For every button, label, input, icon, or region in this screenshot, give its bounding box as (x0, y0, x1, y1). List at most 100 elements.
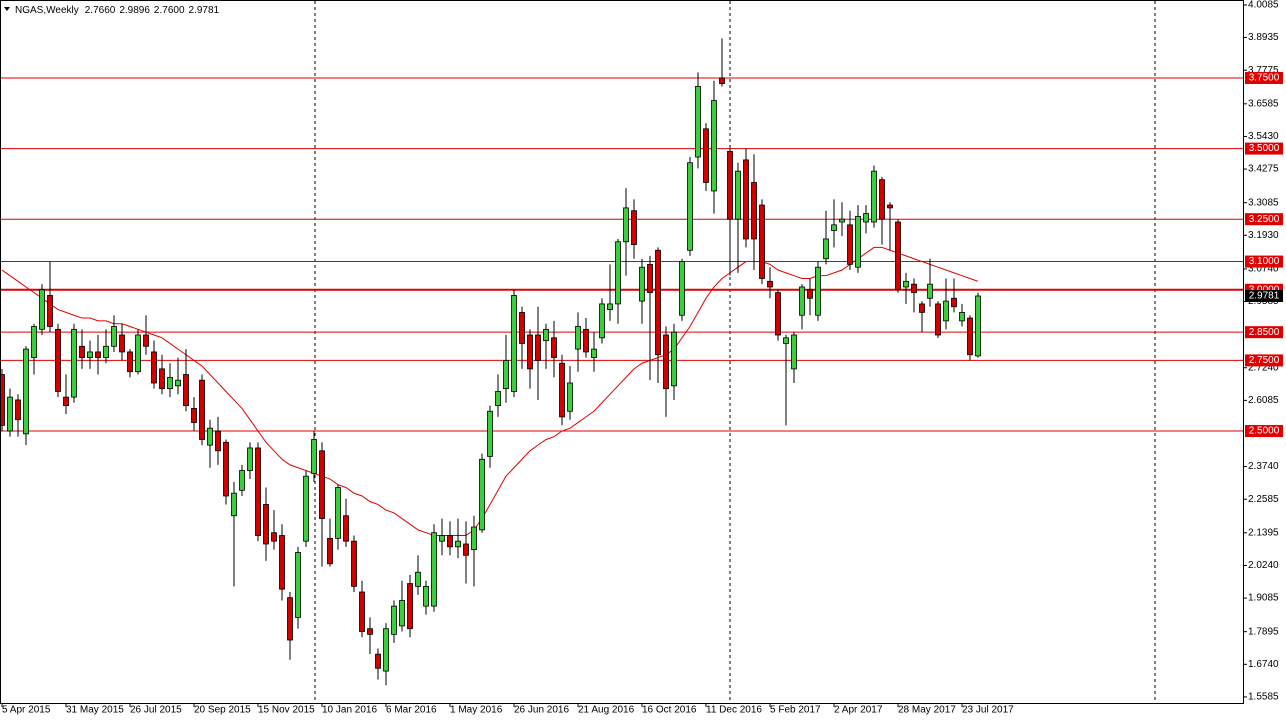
candle-body (359, 591, 365, 632)
candle-body (447, 535, 453, 548)
candle-body (23, 348, 29, 435)
candle-body (239, 470, 245, 491)
y-tick-label: 3.5430 (1248, 131, 1279, 142)
last-price-label: 2.9781 (1249, 291, 1280, 302)
candle-body (263, 504, 269, 545)
candle-body (839, 218, 845, 223)
candle-body (519, 311, 525, 344)
candle-body (63, 396, 69, 406)
candle-body (0, 374, 5, 426)
y-tick-label: 1.9085 (1248, 593, 1279, 604)
candle-body (951, 297, 957, 308)
x-tick-label: 21 Aug 2016 (578, 705, 635, 716)
y-tick-label: 3.4275 (1248, 164, 1279, 175)
candle-body (7, 396, 13, 432)
header-close: 2.9781 (189, 5, 220, 16)
candle-body (231, 492, 237, 517)
y-tick-label: 3.7775 (1248, 65, 1279, 76)
x-tick-label: 5 Feb 2017 (770, 705, 821, 716)
candle-body (151, 351, 157, 384)
y-tick-label: 2.1395 (1248, 527, 1279, 538)
candle-body (935, 303, 941, 336)
y-tick-label: 3.0740 (1248, 264, 1279, 275)
x-tick-label: 1 May 2016 (450, 705, 503, 716)
candle-body (391, 605, 397, 635)
candle-body (87, 351, 93, 358)
candle-body (135, 334, 141, 373)
candle-body (895, 221, 901, 291)
candle-body (319, 450, 325, 519)
candle-body (351, 540, 357, 587)
header-low: 2.7600 (154, 5, 185, 16)
candle-body (831, 224, 837, 231)
candle-body (495, 391, 501, 406)
y-tick-label: 3.8935 (1248, 32, 1279, 43)
candle-body (535, 334, 541, 361)
candle-body (311, 439, 317, 474)
candle-body (567, 382, 573, 412)
candle-body (975, 295, 981, 357)
x-tick-label: 20 Sep 2015 (194, 705, 251, 716)
candle-body (343, 515, 349, 542)
candle-body (335, 487, 341, 539)
candle-body (215, 430, 221, 452)
y-tick-label: 1.5585 (1248, 692, 1279, 703)
candle-body (279, 535, 285, 590)
level-label-box (1245, 213, 1283, 226)
candle-body (207, 427, 213, 446)
candle-body (367, 628, 373, 635)
menu-arrow[interactable] (4, 7, 10, 11)
candle-body (871, 170, 877, 223)
candle-body (487, 410, 493, 457)
candle-body (559, 362, 565, 418)
candle-body (159, 368, 165, 390)
level-label: 2.5000 (1249, 426, 1280, 437)
candle-body (183, 374, 189, 406)
candle-body (31, 326, 37, 358)
candle-body (623, 207, 629, 243)
level-label-box (1245, 425, 1283, 438)
last-price-box (1245, 289, 1283, 302)
candle-body (575, 326, 581, 350)
level-label: 3.0000 (1249, 284, 1280, 295)
candle-body (927, 283, 933, 299)
y-tick-label: 4.0085 (1248, 0, 1279, 11)
y-tick-label: 2.0240 (1248, 560, 1279, 571)
chart-title: NGAS,Weekly (15, 5, 79, 16)
candle-body (591, 348, 597, 358)
candle-body (863, 213, 869, 223)
y-tick-label: 3.6585 (1248, 98, 1279, 109)
candle-body (407, 583, 413, 630)
candle-body (95, 351, 101, 358)
candle-body (119, 334, 125, 353)
candle-body (911, 283, 917, 294)
candle-body (399, 600, 405, 627)
candle-body (663, 334, 669, 390)
candle-body (439, 535, 445, 542)
candle-body (383, 628, 389, 672)
candle-body (655, 249, 661, 356)
x-tick-label: 2 Apr 2017 (834, 705, 883, 716)
candle-body (503, 360, 509, 390)
header-open: 2.7660 (85, 5, 116, 16)
candle-body (679, 261, 685, 316)
y-tick-label: 3.3085 (1248, 197, 1279, 208)
level-label: 3.5000 (1249, 143, 1280, 154)
candle-body (303, 475, 309, 542)
level-label-box (1245, 255, 1283, 268)
level-label-box (1245, 354, 1283, 367)
candle-body (711, 100, 717, 192)
x-tick-label: 11 Dec 2016 (706, 705, 762, 716)
x-tick-label: 28 May 2017 (898, 705, 956, 716)
level-label: 3.7500 (1249, 73, 1280, 84)
candle-body (103, 345, 109, 358)
candle-body (775, 292, 781, 336)
x-tick-label: 23 Jul 2017 (962, 705, 1014, 716)
header-high: 2.9896 (119, 5, 150, 16)
candle-body (647, 263, 653, 294)
candle-body (431, 532, 437, 607)
candle-body (919, 303, 925, 313)
candle-body (55, 328, 61, 392)
candle-body (823, 238, 829, 260)
